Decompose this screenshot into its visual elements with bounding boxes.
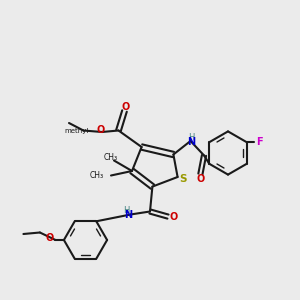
Text: F: F <box>256 137 263 147</box>
Text: O: O <box>122 102 130 112</box>
Text: O: O <box>169 212 178 222</box>
Text: O: O <box>96 124 105 135</box>
Text: N: N <box>124 210 132 220</box>
Text: O: O <box>46 233 54 243</box>
Text: CH₃: CH₃ <box>89 171 103 180</box>
Text: O: O <box>196 174 205 184</box>
Text: H: H <box>123 206 129 215</box>
Text: N: N <box>187 136 196 147</box>
Text: methyl: methyl <box>64 128 89 134</box>
Text: H: H <box>188 133 195 142</box>
Text: CH₃: CH₃ <box>104 153 118 162</box>
Text: S: S <box>179 173 187 184</box>
